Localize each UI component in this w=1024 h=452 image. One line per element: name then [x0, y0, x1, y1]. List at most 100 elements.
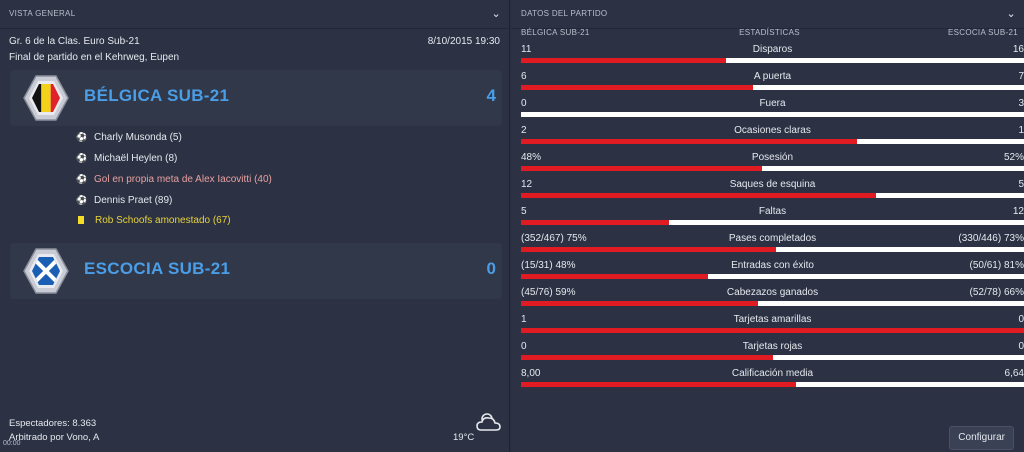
stat-name: Calificación media	[731, 368, 814, 379]
event-yellow-card: Rob Schoofs amonestado (67)	[76, 213, 231, 229]
away-team-score: 0	[486, 259, 496, 278]
stat-name: Saques de esquina	[729, 179, 816, 190]
own-goal-ball-icon: ⚽	[76, 174, 88, 184]
stat-name: Entradas con éxito	[731, 260, 814, 271]
stat-bar-home-fill	[521, 355, 773, 360]
stat-bar	[521, 112, 1024, 117]
event-goal: ⚽ Charly Musonda (5)	[76, 129, 182, 145]
stat-home-value: (45/76) 59%	[521, 287, 576, 298]
stat-home-value: 11	[521, 44, 532, 55]
stat-away-value: 5	[1018, 179, 1024, 190]
cloud-icon	[476, 413, 501, 431]
temperature-label: 19°C	[453, 432, 475, 443]
stat-away-value: 52%	[1003, 152, 1024, 163]
away-team-row[interactable]: ESCOCIA SUB-21 0	[10, 243, 502, 299]
stat-name: Ocasiones claras	[734, 125, 811, 136]
stat-home-value: (352/467) 75%	[521, 233, 587, 244]
stat-name: Faltas	[758, 206, 787, 217]
stat-name: Cabezazos ganados	[726, 287, 819, 298]
stat-bar	[521, 139, 1024, 144]
event-goal: ⚽ Dennis Praet (89)	[76, 192, 172, 208]
stat-row: 6 A puerta 7	[521, 69, 1024, 96]
stat-home-value: (15/31) 48%	[521, 260, 576, 271]
stat-row: (15/31) 48% Entradas con éxito (50/61) 81%	[521, 258, 1024, 285]
stat-name: Posesión	[751, 152, 794, 163]
stat-away-value: 16	[1012, 44, 1024, 55]
stat-bar-home-fill	[521, 139, 857, 144]
stat-away-value: (50/61) 81%	[969, 260, 1024, 271]
stat-home-value: 48%	[521, 152, 542, 163]
stat-name: Fuera	[759, 98, 786, 109]
stat-bar-home-fill	[521, 328, 1024, 333]
home-team-score: 4	[486, 86, 496, 105]
stats-column-headers: BÉLGICA SUB-21 ESTADÍSTICAS ESCOCIA SUB-…	[521, 28, 1018, 40]
belgium-crest-icon	[23, 75, 69, 121]
stat-away-value: 0	[1018, 341, 1024, 352]
ball-icon: ⚽	[76, 153, 88, 163]
ball-icon: ⚽	[76, 195, 88, 205]
stat-away-value: (52/78) 66%	[969, 287, 1024, 298]
stat-bar	[521, 301, 1024, 306]
home-team-name[interactable]: BÉLGICA SUB-21	[84, 86, 230, 105]
stat-bar-home-fill	[521, 220, 669, 225]
stat-name: A puerta	[753, 71, 792, 82]
chevron-down-icon[interactable]: ⌄	[1006, 8, 1016, 20]
configure-button[interactable]: Configurar	[949, 426, 1014, 450]
stat-row: 8,00 Calificación media 6,64	[521, 366, 1024, 393]
stat-home-value: 1	[521, 314, 527, 325]
stat-bar-home-fill	[521, 247, 777, 252]
stat-away-value: 0	[1018, 314, 1024, 325]
stat-away-value: 12	[1012, 206, 1024, 217]
spectators-label: Espectadores: 8.363	[9, 418, 97, 429]
home-team-row[interactable]: BÉLGICA SUB-21 4	[10, 70, 502, 126]
stat-name: Pases completados	[728, 233, 817, 244]
stat-bar	[521, 382, 1024, 387]
stat-row: 11 Disparos 16	[521, 42, 1024, 69]
stat-home-value: 0	[521, 341, 527, 352]
stat-bar-home-fill	[521, 301, 759, 306]
stat-bar	[521, 247, 1024, 252]
stat-row: 1 Tarjetas amarillas 0	[521, 312, 1024, 339]
overview-title: VISTA GENERAL	[9, 9, 76, 18]
stat-name: Tarjetas amarillas	[733, 314, 812, 325]
competition-label: Gr. 6 de la Clas. Euro Sub-21	[9, 36, 140, 47]
venue-label: Final de partido en el Kehrweg, Eupen	[9, 52, 180, 63]
stat-home-value: 0	[521, 98, 527, 109]
stat-bar-home-fill	[521, 193, 877, 198]
stat-away-value: 1	[1018, 125, 1024, 136]
stat-bar-home-fill	[521, 382, 796, 387]
stat-away-value: 3	[1018, 98, 1024, 109]
stat-bar	[521, 58, 1024, 63]
stat-row: (45/76) 59% Cabezazos ganados (52/78) 66%	[521, 285, 1024, 312]
col-stats-title: ESTADÍSTICAS	[739, 28, 800, 37]
stat-home-value: 5	[521, 206, 527, 217]
chevron-down-icon[interactable]: ⌄	[491, 8, 501, 20]
col-away-team: ESCOCIA SUB-21	[947, 28, 1018, 37]
away-team-name[interactable]: ESCOCIA SUB-21	[84, 259, 231, 278]
match-stats-panel: DATOS DEL PARTIDO ⌄ BÉLGICA SUB-21 ESTAD…	[512, 0, 1024, 452]
event-own-goal: ⚽ Gol en propia meta de Alex Iacovitti (4…	[76, 171, 272, 187]
clock-label: 00:00	[3, 440, 21, 447]
stat-away-value: (330/446) 73%	[958, 233, 1024, 244]
stat-away-value: 7	[1018, 71, 1024, 82]
stat-home-value: 12	[521, 179, 533, 190]
stat-away-value: 6,64	[1004, 368, 1024, 379]
stat-bar-home-fill	[521, 274, 709, 279]
yellow-card-icon	[78, 216, 84, 225]
referee-label: Arbitrado por Vono, A	[9, 432, 100, 443]
match-datetime: 8/10/2015 19:30	[427, 36, 500, 47]
stat-bar	[521, 166, 1024, 171]
overview-header: VISTA GENERAL ⌄	[0, 0, 509, 29]
stat-row: 12 Saques de esquina 5	[521, 177, 1024, 204]
col-home-team: BÉLGICA SUB-21	[521, 28, 590, 37]
stats-title: DATOS DEL PARTIDO	[521, 9, 608, 18]
overview-panel: VISTA GENERAL ⌄ Gr. 6 de la Clas. Euro S…	[0, 0, 510, 452]
stat-bar	[521, 193, 1024, 198]
stat-row: 5 Faltas 12	[521, 204, 1024, 231]
stat-row: 0 Fuera 3	[521, 96, 1024, 123]
stat-bar-home-fill	[521, 166, 763, 171]
stat-home-value: 8,00	[521, 368, 541, 379]
stat-bar	[521, 85, 1024, 90]
stat-bar	[521, 220, 1024, 225]
stat-name: Disparos	[752, 44, 793, 55]
